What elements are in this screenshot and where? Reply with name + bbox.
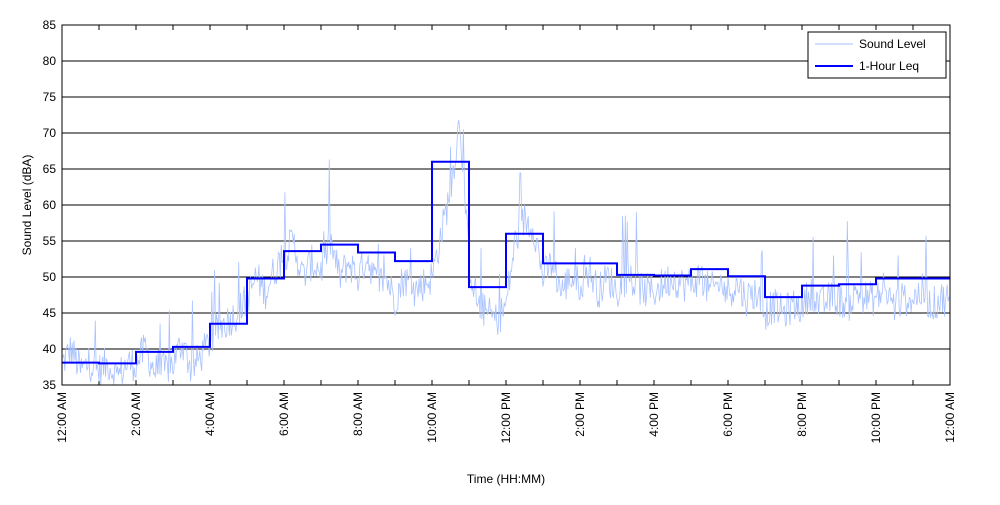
x-tick-label: 8:00 PM [795, 392, 809, 437]
legend-label-leq: 1-Hour Leq [859, 59, 919, 73]
y-tick-label: 40 [43, 342, 57, 356]
y-tick-label: 65 [43, 162, 57, 176]
x-tick-label: 6:00 PM [721, 392, 735, 437]
grid-lines [62, 24, 950, 386]
y-tick-label: 55 [43, 234, 57, 248]
x-tick-label: 12:00 PM [499, 392, 513, 443]
x-axis-title: Time (HH:MM) [467, 472, 545, 486]
y-tick-label: 85 [43, 18, 57, 32]
series-sound-level [61, 119, 950, 386]
x-tick-label: 10:00 AM [425, 392, 439, 443]
y-tick-label: 60 [43, 198, 57, 212]
x-tick-label: 10:00 PM [869, 392, 883, 443]
legend-label-sound-level: Sound Level [859, 37, 926, 51]
x-tick-label: 2:00 AM [129, 392, 143, 436]
y-tick-label: 35 [43, 378, 57, 392]
x-tick-label: 12:00 AM [55, 392, 69, 443]
x-tick-label: 2:00 PM [573, 392, 587, 437]
series-group [61, 119, 950, 386]
y-tick-label: 80 [43, 54, 57, 68]
x-tick-label: 4:00 PM [647, 392, 661, 437]
y-tick-label: 70 [43, 126, 57, 140]
legend-box [807, 31, 947, 79]
legend: Sound Level 1-Hour Leq [807, 31, 947, 79]
x-tick-label: 12:00 AM [943, 392, 957, 443]
y-axis-ticks: 35 40 45 50 55 60 65 70 75 80 85 [43, 18, 57, 392]
x-tick-label: 6:00 AM [277, 392, 291, 436]
y-axis-title: Sound Level (dBA) [20, 155, 34, 256]
y-tick-label: 75 [43, 90, 57, 104]
x-axis-ticks: 12:00 AM 2:00 AM 4:00 AM 6:00 AM 8:00 AM 10:0… [55, 25, 957, 443]
x-tick-label: 4:00 AM [203, 392, 217, 436]
plot-frame [61, 24, 951, 386]
x-tick-label: 8:00 AM [351, 392, 365, 436]
series-1-hour-leq [62, 160, 950, 365]
y-tick-label: 50 [43, 270, 57, 284]
y-tick-label: 45 [43, 306, 57, 320]
